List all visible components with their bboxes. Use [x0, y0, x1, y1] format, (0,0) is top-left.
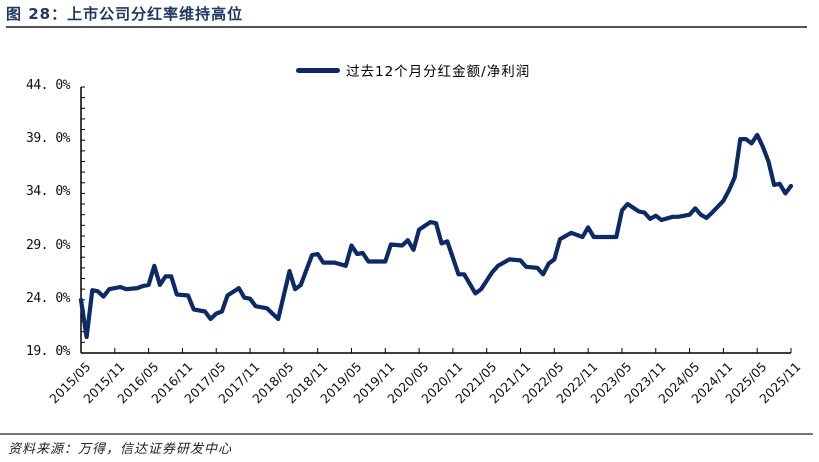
series-line	[78, 132, 794, 340]
y-tick-label: 19. 0%	[26, 344, 70, 359]
y-tick-label: 34. 0%	[26, 184, 70, 200]
source-divider	[0, 433, 813, 435]
y-tick-label: 29. 0%	[26, 237, 70, 253]
y-tick-label: 24. 0%	[26, 290, 70, 306]
legend-line-swatch	[296, 67, 340, 73]
source-note: 资料来源：万得，信达证券研发中心	[8, 442, 233, 457]
legend-label: 过去12个月分红金额/净利润	[346, 64, 531, 80]
title-divider	[6, 26, 807, 28]
chart-legend: 过去12个月分红金额/净利润	[296, 60, 530, 80]
y-tick-label: 44. 0%	[26, 78, 70, 93]
y-tick-label: 39. 0%	[26, 131, 70, 147]
figure-title: 图 28：上市公司分红率维持高位	[6, 5, 244, 23]
